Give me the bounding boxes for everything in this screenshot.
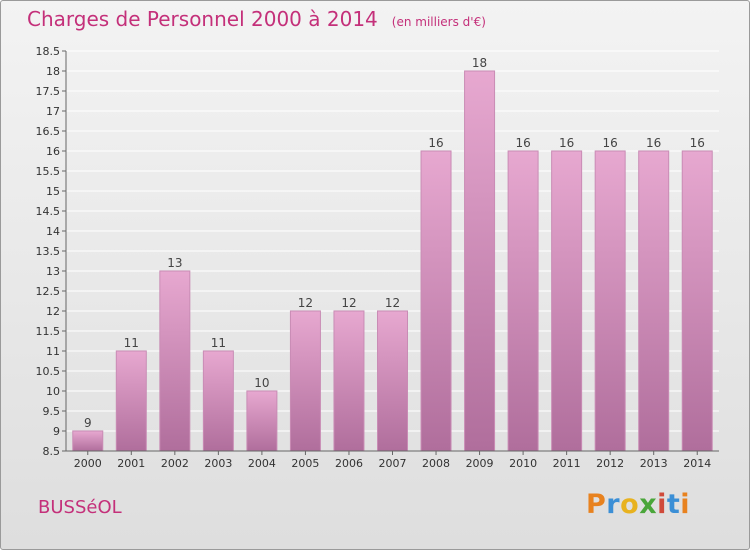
bar-value-label: 16 bbox=[515, 136, 530, 150]
x-tick-label: 2010 bbox=[509, 457, 537, 470]
x-tick-label: 2009 bbox=[466, 457, 494, 470]
x-tick-label: 2013 bbox=[640, 457, 668, 470]
bar bbox=[115, 350, 147, 452]
bar-value-label: 11 bbox=[211, 336, 226, 350]
logo-letter: x bbox=[639, 489, 658, 520]
bar bbox=[551, 150, 583, 452]
y-tick-label: 18 bbox=[46, 65, 60, 78]
y-tick-label: 11 bbox=[46, 345, 60, 358]
y-tick-label: 17 bbox=[46, 105, 60, 118]
bar-value-label: 12 bbox=[385, 296, 400, 310]
y-tick-label: 16 bbox=[46, 145, 60, 158]
bar bbox=[72, 430, 104, 452]
y-tick-label: 10 bbox=[46, 385, 60, 398]
bar-value-label: 13 bbox=[167, 256, 182, 270]
city-name: BUSSéOL bbox=[38, 497, 122, 518]
proxiti-logo: Proxiti bbox=[586, 489, 690, 520]
bar bbox=[464, 70, 496, 452]
y-tick-label: 13.5 bbox=[36, 245, 61, 258]
chart-title-text: Charges de Personnel 2000 à 2014 bbox=[27, 7, 378, 31]
y-tick-label: 15.5 bbox=[36, 165, 61, 178]
y-tick-label: 9 bbox=[53, 425, 60, 438]
bar-value-label: 16 bbox=[646, 136, 661, 150]
logo-letter: r bbox=[606, 489, 621, 520]
logo-letter: o bbox=[620, 489, 640, 520]
x-tick-label: 2012 bbox=[596, 457, 624, 470]
bar-value-label: 16 bbox=[559, 136, 574, 150]
x-tick-label: 2007 bbox=[379, 457, 407, 470]
x-tick-label: 2002 bbox=[161, 457, 189, 470]
bar bbox=[507, 150, 539, 452]
logo-letter: t bbox=[666, 489, 681, 520]
y-tick-label: 14 bbox=[46, 225, 60, 238]
bar bbox=[159, 270, 191, 452]
bar bbox=[594, 150, 626, 452]
chart-subtitle: (en milliers d'€) bbox=[391, 15, 486, 29]
y-tick-label: 8.5 bbox=[43, 445, 61, 458]
y-tick-label: 10.5 bbox=[36, 365, 61, 378]
bar-value-label: 12 bbox=[341, 296, 356, 310]
x-tick-label: 2006 bbox=[335, 457, 363, 470]
bar bbox=[638, 150, 670, 452]
x-tick-label: 2003 bbox=[204, 457, 232, 470]
bar bbox=[289, 310, 321, 452]
bar-value-label: 16 bbox=[690, 136, 705, 150]
y-tick-label: 13 bbox=[46, 265, 60, 278]
y-tick-label: 15 bbox=[46, 185, 60, 198]
bar-value-label: 9 bbox=[84, 416, 92, 430]
bar bbox=[333, 310, 365, 452]
y-tick-label: 17.5 bbox=[36, 85, 61, 98]
bar bbox=[420, 150, 452, 452]
x-tick-label: 2014 bbox=[683, 457, 711, 470]
bar-value-label: 16 bbox=[428, 136, 443, 150]
bar bbox=[377, 310, 408, 452]
y-tick-label: 12 bbox=[46, 305, 60, 318]
y-tick-label: 12.5 bbox=[36, 285, 61, 298]
x-tick-label: 2011 bbox=[553, 457, 581, 470]
y-tick-label: 11.5 bbox=[36, 325, 61, 338]
x-tick-label: 2008 bbox=[422, 457, 450, 470]
x-tick-label: 2001 bbox=[117, 457, 145, 470]
x-tick-label: 2004 bbox=[248, 457, 276, 470]
y-tick-label: 18.5 bbox=[36, 45, 61, 58]
bar-value-label: 11 bbox=[124, 336, 139, 350]
y-tick-label: 9.5 bbox=[43, 405, 61, 418]
y-tick-label: 14.5 bbox=[36, 205, 61, 218]
logo-letter: i bbox=[680, 489, 691, 520]
bar bbox=[681, 150, 713, 452]
bar-value-label: 12 bbox=[298, 296, 313, 310]
bar-value-label: 16 bbox=[603, 136, 618, 150]
x-tick-label: 2000 bbox=[74, 457, 102, 470]
x-tick-label: 2005 bbox=[291, 457, 319, 470]
chart-title: Charges de Personnel 2000 à 2014 (en mill… bbox=[27, 7, 486, 31]
bar-value-label: 10 bbox=[254, 376, 269, 390]
logo-letter: i bbox=[657, 489, 667, 520]
logo-letter: P bbox=[586, 489, 607, 520]
bar-value-label: 18 bbox=[472, 56, 487, 70]
bar bbox=[202, 350, 234, 452]
bar bbox=[246, 390, 278, 452]
y-tick-label: 16.5 bbox=[36, 125, 61, 138]
